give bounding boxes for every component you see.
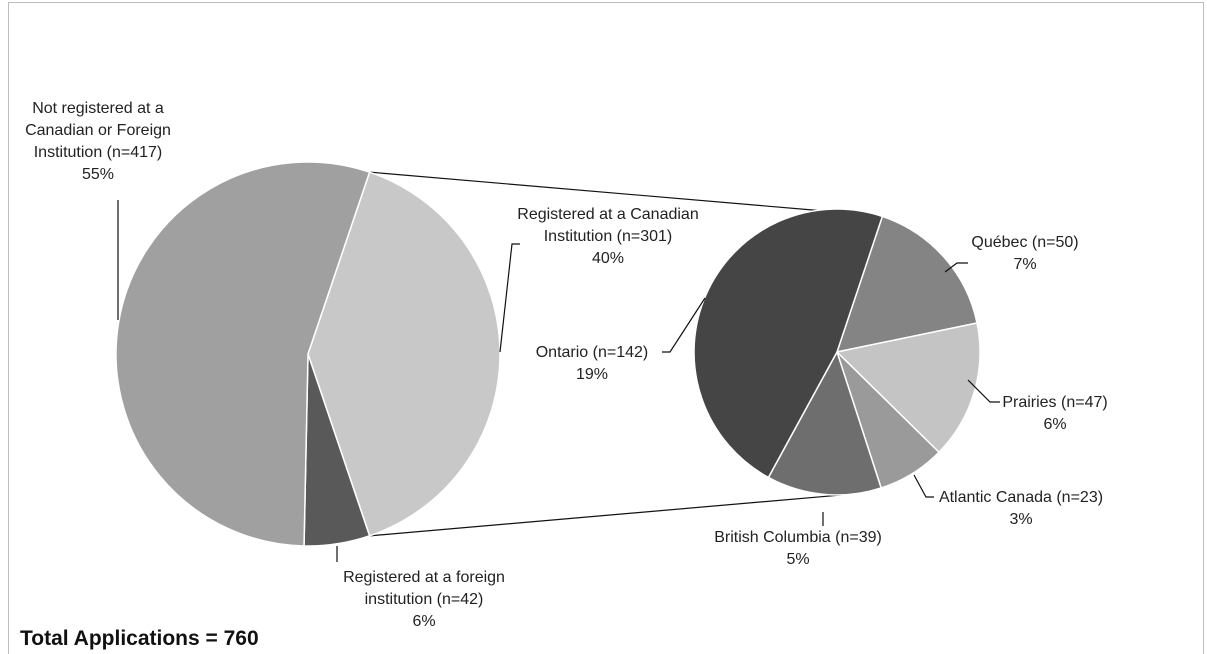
label-not-registered-line: Not registered at a <box>32 100 164 117</box>
secondary-slice-quebec <box>835 215 978 353</box>
label-canadian-line: Institution (n=301) <box>544 228 673 245</box>
label-canadian: Registered at a Canadian Institution (n=3… <box>517 206 698 267</box>
connector-line-bottom <box>369 494 843 537</box>
label-not-registered-line: Canadian or Foreign <box>25 122 171 139</box>
label-foreign-line: 6% <box>412 613 435 630</box>
leader-prairies <box>967 379 1000 403</box>
connector-lines <box>369 171 843 537</box>
label-quebec-line: 7% <box>1013 256 1036 273</box>
chart-frame <box>8 2 1204 654</box>
total-applications-label: Total Applications = 760 <box>20 627 259 650</box>
leader-ontario <box>662 297 706 353</box>
label-quebec-line: Québec (n=50) <box>971 234 1078 251</box>
leader-atlantic <box>913 474 934 498</box>
secondary-slice-ontario <box>693 208 884 479</box>
label-atlantic-line: Atlantic Canada (n=23) <box>939 489 1103 506</box>
label-prairies-line: 6% <box>1043 416 1066 433</box>
label-bc: British Columbia (n=39) 5% <box>714 529 882 568</box>
primary-slice-not-registered <box>115 161 371 547</box>
label-atlantic-line: 3% <box>1009 511 1032 528</box>
label-bc-line: British Columbia (n=39) <box>714 529 882 546</box>
label-canadian-line: Registered at a Canadian <box>517 206 698 223</box>
label-ontario-line: Ontario (n=142) <box>536 344 649 361</box>
data-labels: Not registered at a Canadian or Foreign In… <box>25 100 1108 630</box>
secondary-slice-prairies <box>835 322 981 454</box>
leader-lines <box>117 200 1000 562</box>
label-prairies-line: Prairies (n=47) <box>1002 394 1107 411</box>
label-bc-line: 5% <box>786 551 809 568</box>
label-canadian-line: 40% <box>592 250 624 267</box>
label-not-registered-line: Institution (n=417) <box>34 144 163 161</box>
secondary-slice-bc <box>767 350 883 496</box>
label-ontario: Ontario (n=142) 19% <box>536 344 649 383</box>
primary-pie <box>115 161 501 547</box>
label-atlantic: Atlantic Canada (n=23) 3% <box>939 489 1103 528</box>
label-quebec: Québec (n=50) 7% <box>971 234 1078 273</box>
primary-slice-canadian <box>307 171 501 537</box>
connector-line-top <box>369 171 818 211</box>
label-not-registered-line: 55% <box>82 166 114 183</box>
label-ontario-line: 19% <box>576 366 608 383</box>
label-foreign: Registered at a foreign institution (n=42… <box>343 569 505 630</box>
leader-canadian <box>499 243 520 353</box>
leader-quebec <box>944 262 968 273</box>
label-foreign-line: institution (n=42) <box>365 591 484 608</box>
label-prairies: Prairies (n=47) 6% <box>1002 394 1107 433</box>
label-not-registered: Not registered at a Canadian or Foreign In… <box>25 100 171 183</box>
secondary-pie <box>693 208 981 496</box>
label-foreign-line: Registered at a foreign <box>343 569 505 586</box>
